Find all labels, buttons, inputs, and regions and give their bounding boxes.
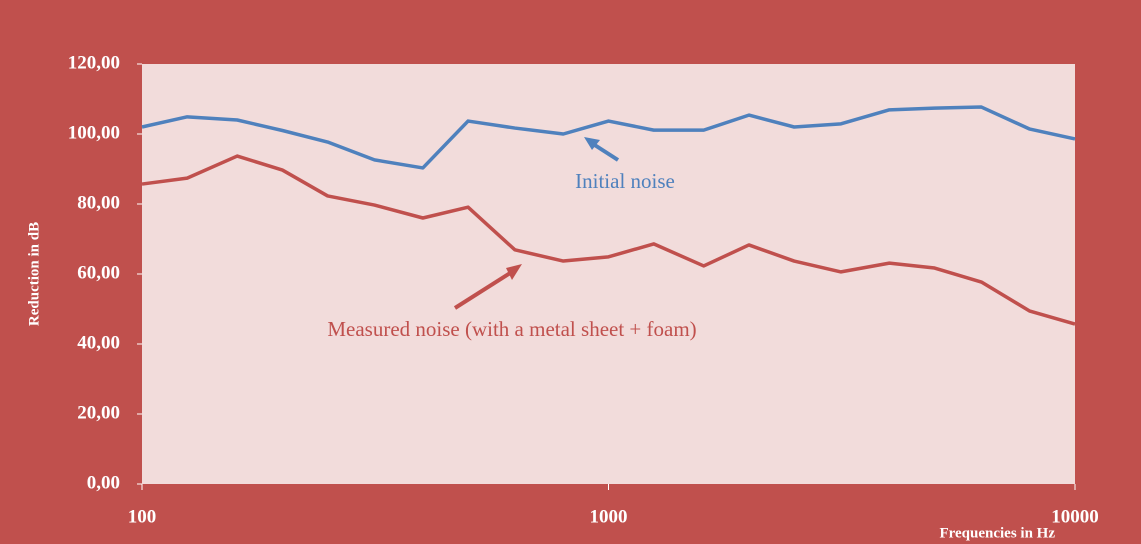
x-axis-label: Frequencies in Hz bbox=[939, 525, 1055, 541]
arrows bbox=[453, 137, 620, 310]
y-tick-label: 40,00 bbox=[77, 332, 120, 353]
y-tick-label: 0,00 bbox=[87, 472, 120, 493]
y-tick-label: 80,00 bbox=[77, 192, 120, 213]
series-line bbox=[141, 154, 1076, 326]
x-tick-label: 1000 bbox=[590, 506, 628, 527]
series-annotation: Measured noise (with a metal sheet + foa… bbox=[327, 317, 696, 341]
y-tick-label: 120,00 bbox=[68, 52, 120, 73]
y-tick-label: 60,00 bbox=[77, 262, 120, 283]
plot-area bbox=[142, 64, 1075, 484]
y-tick-label: 20,00 bbox=[77, 402, 120, 423]
x-tick-label: 10000 bbox=[1051, 506, 1099, 527]
y-axis-label: Reduction in dB bbox=[26, 222, 42, 326]
y-tick-label: 100,00 bbox=[68, 122, 120, 143]
series-line bbox=[141, 105, 1076, 170]
series-annotation: Initial noise bbox=[575, 169, 675, 193]
x-tick-label: 100 bbox=[128, 506, 157, 527]
